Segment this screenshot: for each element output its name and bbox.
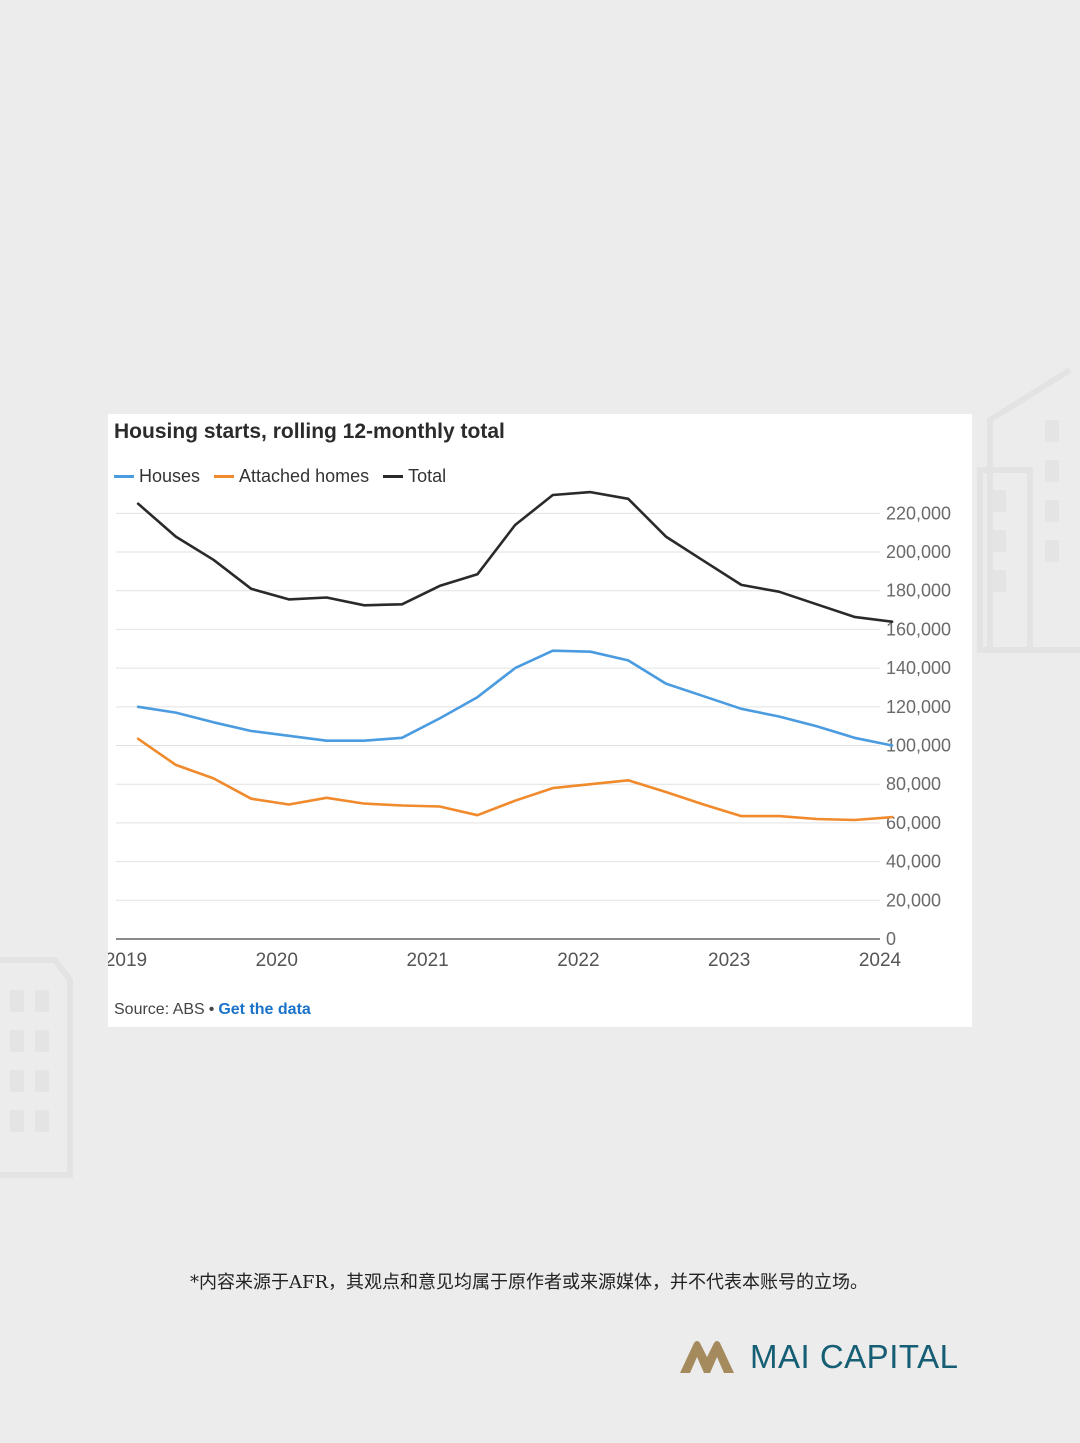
y-tick-label: 60,000 xyxy=(886,813,941,833)
legend-swatch-attached-homes xyxy=(214,475,235,478)
y-tick-label: 20,000 xyxy=(886,890,941,910)
legend-label-attached-homes: Attached homes xyxy=(239,466,370,486)
disclaimer-text: *内容来源于AFR，其观点和意见均属于原作者或来源媒体，并不代表本账号的立场。 xyxy=(190,1272,869,1293)
legend-item-houses: Houses xyxy=(114,466,200,487)
x-tick-label: 2024 xyxy=(859,950,902,971)
x-tick-label: 2021 xyxy=(406,950,448,971)
legend-item-attached-homes: Attached homes xyxy=(214,466,369,487)
get-the-data-link[interactable]: Get the data xyxy=(218,1001,311,1018)
series-line-total xyxy=(136,490,894,623)
y-tick-label: 160,000 xyxy=(886,619,951,639)
series-line-attached-homes xyxy=(136,737,894,822)
x-tick-label: 2022 xyxy=(557,950,599,971)
background-building-graphic xyxy=(0,957,73,1178)
source-bullet: • xyxy=(208,1001,215,1018)
chart-legend: Houses Attached homes Total xyxy=(114,466,446,487)
legend-swatch-houses xyxy=(114,475,134,478)
legend-label-houses: Houses xyxy=(139,466,201,486)
series-line-houses xyxy=(136,649,894,747)
brand-name: MAI CAPITAL xyxy=(750,1338,959,1375)
x-tick-label: 2023 xyxy=(708,950,750,971)
mai-capital-logo-icon xyxy=(680,1341,734,1373)
y-tick-label: 0 xyxy=(886,929,896,949)
x-tick-label: 2019 xyxy=(108,950,147,971)
legend-swatch-total xyxy=(383,475,404,478)
y-tick-label: 180,000 xyxy=(886,581,951,601)
y-tick-label: 100,000 xyxy=(886,736,951,756)
background-building-graphic xyxy=(977,367,1080,653)
line-chart: 220,000 200,000 180,000 160,000 140,000 120,0… xyxy=(108,490,951,971)
brand-logo: MAI CAPITAL xyxy=(678,1338,958,1376)
y-tick-label: 220,000 xyxy=(886,503,951,523)
legend-item-total: Total xyxy=(383,466,446,487)
y-tick-label: 200,000 xyxy=(886,542,951,562)
x-tick-label: 2020 xyxy=(256,950,298,971)
y-tick-label: 140,000 xyxy=(886,658,951,678)
y-tick-label: 40,000 xyxy=(886,852,941,872)
source-text: Source: ABS xyxy=(114,1001,205,1018)
legend-label-total: Total xyxy=(408,466,447,486)
y-tick-label: 80,000 xyxy=(886,774,941,794)
chart-title: Housing starts, rolling 12-monthly total xyxy=(114,420,505,443)
y-tick-label: 120,000 xyxy=(886,697,951,717)
chart-card: Housing starts, rolling 12-monthly total… xyxy=(108,414,972,1027)
chart-source: Source: ABS • Get the data xyxy=(114,1001,311,1019)
